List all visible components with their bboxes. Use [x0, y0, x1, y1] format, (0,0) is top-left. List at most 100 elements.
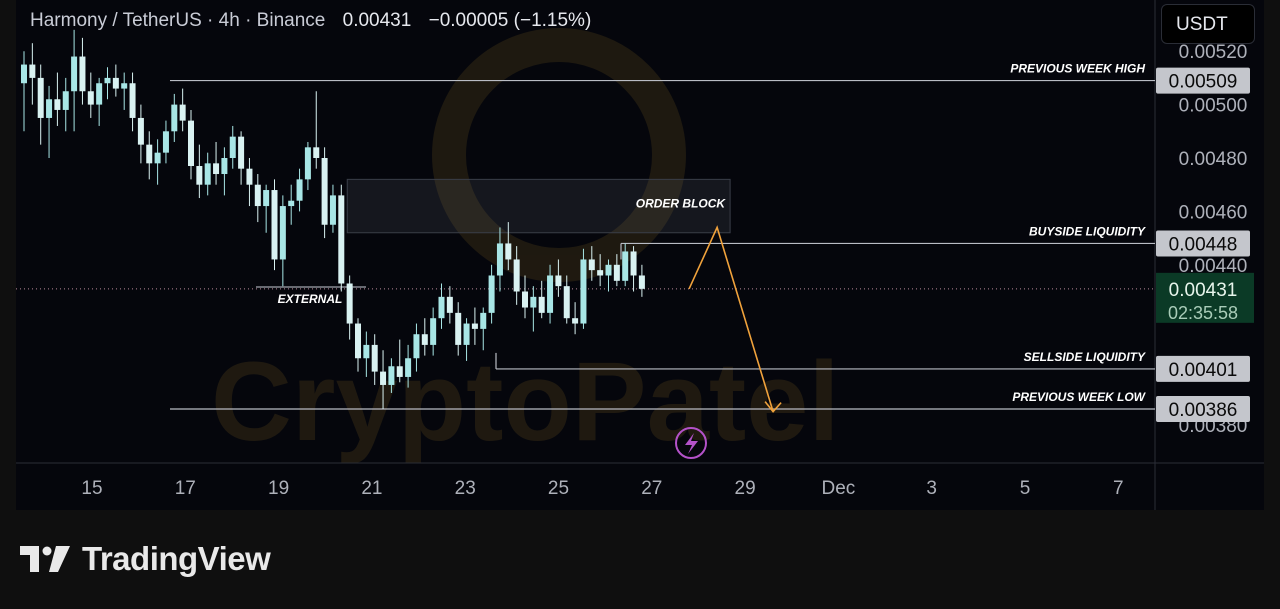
y-tick-label: 0.00440: [1179, 256, 1248, 277]
order-block-label: ORDER BLOCK: [636, 196, 727, 210]
candle-body: [21, 64, 27, 84]
candle: [622, 243, 629, 287]
price-tag-value: 0.00509: [1169, 72, 1238, 93]
header-price-change: −0.00005 (−1.15%): [428, 10, 592, 31]
candle-body: [538, 296, 545, 313]
candle-body: [196, 166, 203, 185]
candle-body: [37, 77, 44, 118]
candle-body: [430, 318, 437, 345]
candle-body: [154, 152, 161, 164]
level-label: SELLSIDE LIQUIDITY: [1024, 350, 1146, 364]
header-last-price: 0.00431: [342, 10, 412, 31]
candle: [480, 307, 487, 351]
tradingview-logo-icon: [20, 546, 70, 572]
x-tick-label: 15: [81, 478, 102, 499]
x-tick-label: 5: [1020, 478, 1031, 499]
currency-button[interactable]: USDT: [1161, 4, 1255, 44]
candle: [488, 264, 495, 324]
candle-body: [488, 275, 495, 313]
candle: [87, 72, 94, 118]
candle-body: [338, 195, 345, 284]
candle: [313, 91, 320, 169]
candle: [263, 184, 270, 233]
candle: [430, 307, 437, 356]
candle-body: [505, 243, 512, 260]
candle: [513, 246, 520, 305]
candle: [129, 72, 136, 132]
candle-body: [254, 184, 261, 207]
candle: [71, 29, 78, 132]
candle-body: [146, 144, 153, 164]
candle: [530, 286, 537, 332]
candle: [229, 125, 236, 169]
candle-body: [388, 366, 395, 385]
candle-body: [405, 358, 412, 377]
candle: [438, 283, 445, 329]
level-label: PREVIOUS WEEK LOW: [1012, 390, 1146, 404]
candle: [463, 318, 470, 361]
candle-body: [396, 366, 403, 377]
candle: [96, 77, 103, 126]
candle: [321, 147, 328, 239]
symbol-title[interactable]: Harmony / TetherUS · 4h · Binance: [30, 10, 326, 31]
candle: [597, 254, 604, 287]
candle: [254, 174, 261, 223]
price-tag: 0.00401: [1156, 355, 1250, 382]
candle: [371, 334, 378, 385]
candle-body: [79, 56, 86, 92]
candlestick-chart[interactable]: CryptoPatel ORDER BLOCK PREVIOUS WEEK HIGH…: [16, 0, 1264, 510]
candle: [162, 120, 169, 164]
candle: [54, 72, 61, 126]
candle-body: [229, 136, 236, 158]
candle-body: [446, 296, 453, 313]
candle-body: [363, 344, 370, 359]
candle-body: [463, 323, 470, 345]
candle-body: [413, 334, 420, 359]
watermark-logo-icon: [432, 28, 686, 282]
price-tag-value: 0.00448: [1169, 234, 1238, 255]
candle: [271, 179, 278, 271]
candle: [329, 184, 336, 233]
price-tag-bg: [1156, 67, 1250, 94]
candle-body: [522, 291, 528, 308]
candle-body: [246, 168, 253, 185]
last-price-tag: [1156, 272, 1254, 323]
candle-body: [455, 312, 462, 345]
candle-body: [438, 296, 445, 319]
candle: [79, 37, 86, 105]
candle-body: [29, 64, 36, 78]
candle-body: [62, 91, 69, 110]
candle: [304, 141, 311, 191]
price-tag-value: 0.00401: [1169, 360, 1238, 381]
candle-body: [613, 264, 620, 281]
watermark-text: CryptoPatel: [211, 339, 840, 464]
external-label: EXTERNAL: [278, 292, 343, 306]
projection-path: [688, 225, 774, 412]
candle-body: [421, 334, 428, 345]
candle-body: [313, 147, 320, 158]
candle: [380, 350, 387, 409]
candle: [355, 318, 361, 372]
lightning-bolt-icon: [685, 433, 698, 454]
candle: [363, 331, 370, 377]
candle: [522, 275, 528, 319]
candle-body: [263, 190, 270, 207]
candle-body: [96, 83, 103, 105]
candle: [279, 195, 286, 287]
candle-body: [597, 270, 604, 276]
candle-body: [563, 286, 570, 319]
x-tick-label: 19: [268, 478, 289, 499]
candle-body: [355, 323, 361, 359]
candle-body: [104, 77, 111, 84]
candle-body: [622, 251, 629, 281]
candle-body: [496, 243, 503, 276]
candle-body: [480, 312, 487, 329]
level-label: BUYSIDE LIQUIDITY: [1029, 224, 1146, 238]
candle: [246, 158, 253, 207]
price-tag-bg: [1156, 230, 1250, 257]
candle-body: [513, 259, 520, 292]
chart-area[interactable]: CryptoPatel ORDER BLOCK PREVIOUS WEEK HIGH…: [16, 0, 1264, 510]
candle: [630, 246, 637, 292]
candle-body: [471, 323, 478, 329]
candle: [196, 144, 203, 199]
